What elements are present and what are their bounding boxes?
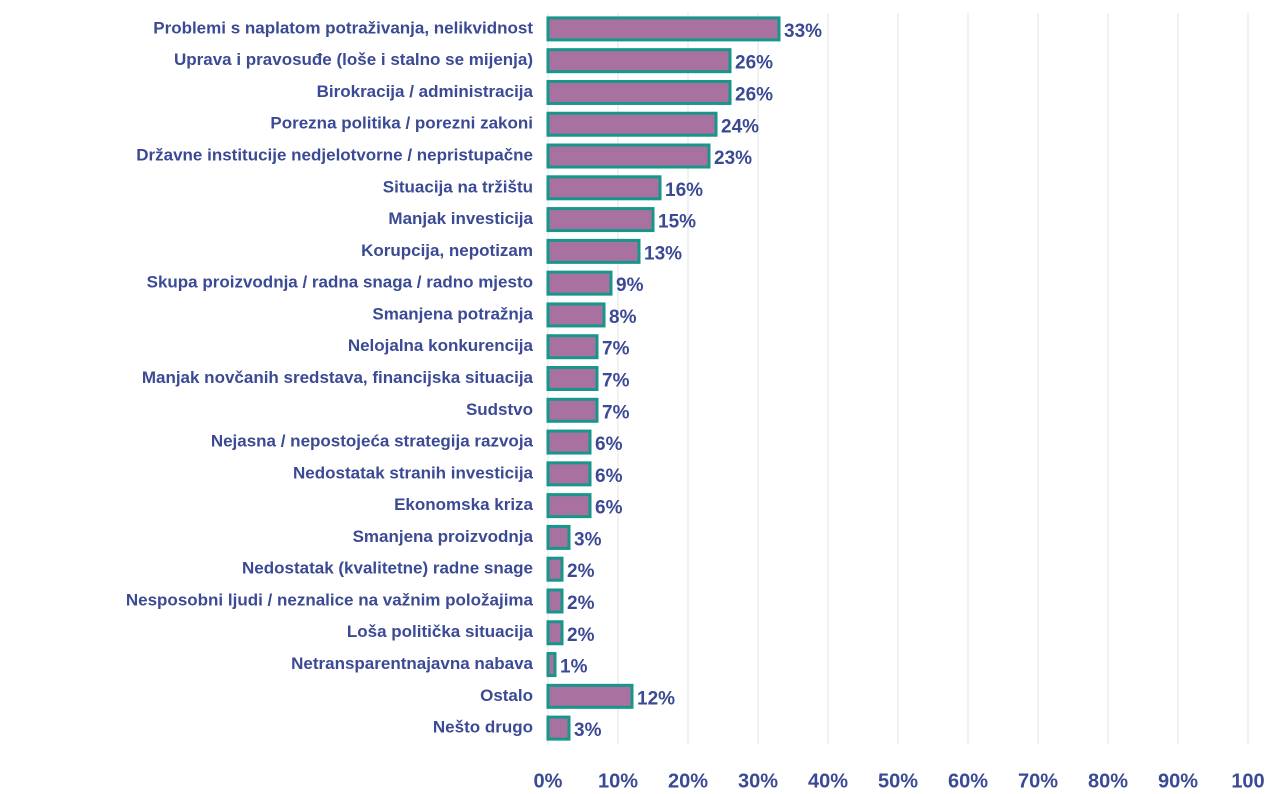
- y-tick-label: Porezna politika / porezni zakoni: [270, 114, 533, 133]
- data-label: 13%: [644, 243, 682, 264]
- bar: [546, 461, 592, 487]
- y-tick-label: Nešto drugo: [433, 718, 533, 737]
- y-tick-label: Smanjena potražnja: [372, 304, 533, 323]
- bar: [546, 524, 571, 550]
- x-tick-label: 70%: [1018, 770, 1058, 792]
- y-tick-label: Netransparentnajavna nabava: [291, 654, 533, 673]
- data-label: 7%: [602, 371, 630, 392]
- data-label: 3%: [574, 529, 602, 550]
- y-tick-label: Manjak novčanih sredstava, financijska s…: [142, 368, 534, 387]
- bar: [546, 48, 732, 74]
- y-tick-label: Državne institucije nedjelotvorne / nepr…: [136, 146, 533, 165]
- bar: [546, 588, 564, 614]
- bar: [546, 79, 732, 105]
- bar: [546, 429, 592, 455]
- bar: [546, 652, 557, 678]
- data-label: 1%: [560, 657, 588, 678]
- bar: [546, 683, 634, 709]
- bar: [546, 175, 662, 201]
- y-tick-label: Korupcija, nepotizam: [361, 241, 533, 260]
- data-label: 33%: [784, 21, 822, 42]
- data-label: 6%: [595, 466, 623, 487]
- bar: [546, 238, 641, 264]
- x-tick-label: 80%: [1088, 770, 1128, 792]
- x-tick-label: 10%: [598, 770, 638, 792]
- x-tick-label: 90%: [1158, 770, 1198, 792]
- data-label: 16%: [665, 180, 703, 201]
- data-label: 2%: [567, 593, 595, 614]
- y-tick-label: Skupa proizvodnja / radna snaga / radno …: [147, 273, 533, 292]
- data-label: 2%: [567, 625, 595, 646]
- bar: [546, 493, 592, 519]
- y-tick-label: Nesposobni ljudi / neznalice na važnim p…: [126, 590, 534, 609]
- x-tick-label: 50%: [878, 770, 918, 792]
- data-label: 12%: [637, 688, 675, 709]
- data-label: 26%: [735, 53, 773, 74]
- data-label: 26%: [735, 84, 773, 105]
- data-label: 8%: [609, 307, 637, 328]
- bar: [546, 715, 571, 741]
- bar: [546, 207, 655, 233]
- data-label: 24%: [721, 116, 759, 137]
- bar: [546, 366, 599, 391]
- y-tick-label: Ostalo: [480, 686, 533, 705]
- bar: [546, 143, 711, 169]
- x-tick-label: 100: [1231, 770, 1264, 792]
- y-tick-label: Uprava i pravosuđe (loše i stalno se mij…: [174, 50, 533, 69]
- x-tick-label: 30%: [738, 770, 778, 792]
- bar: [546, 302, 606, 328]
- data-label: 2%: [567, 561, 595, 582]
- x-tick-label: 40%: [808, 770, 848, 792]
- y-tick-label: Smanjena proizvodnja: [353, 527, 534, 546]
- y-tick-label: Nelojalna konkurencija: [348, 336, 534, 355]
- bar: [546, 270, 613, 296]
- x-tick-label: 20%: [668, 770, 708, 792]
- x-tick-label: 60%: [948, 770, 988, 792]
- y-tick-label: Sudstvo: [466, 400, 533, 419]
- y-tick-label: Situacija na tržištu: [383, 177, 533, 196]
- bar: [546, 334, 599, 360]
- bar: [546, 620, 564, 646]
- data-label: 9%: [616, 275, 644, 296]
- y-tick-label: Ekonomska kriza: [394, 495, 533, 514]
- data-label: 3%: [574, 720, 602, 741]
- data-label: 15%: [658, 212, 696, 233]
- data-label: 7%: [602, 339, 630, 360]
- data-label: 23%: [714, 148, 752, 169]
- bar: [546, 16, 781, 42]
- bar: [546, 111, 718, 137]
- y-tick-label: Nedostatak (kvalitetne) radne snage: [242, 559, 533, 578]
- data-label: 6%: [595, 498, 623, 519]
- bar: [546, 397, 599, 423]
- bar: [546, 556, 564, 582]
- data-label: 6%: [595, 434, 623, 455]
- y-tick-label: Loša politička situacija: [347, 622, 534, 641]
- data-label: 7%: [602, 402, 630, 423]
- y-tick-label: Nedostatak stranih investicija: [293, 463, 534, 482]
- x-tick-label: 0%: [534, 770, 563, 792]
- y-tick-label: Problemi s naplatom potraživanja, nelikv…: [153, 18, 533, 37]
- y-tick-label: Birokracija / administracija: [317, 82, 534, 101]
- y-tick-label: Manjak investicija: [388, 209, 533, 228]
- y-tick-label: Nejasna / nepostojeća strategija razvoja: [211, 432, 534, 451]
